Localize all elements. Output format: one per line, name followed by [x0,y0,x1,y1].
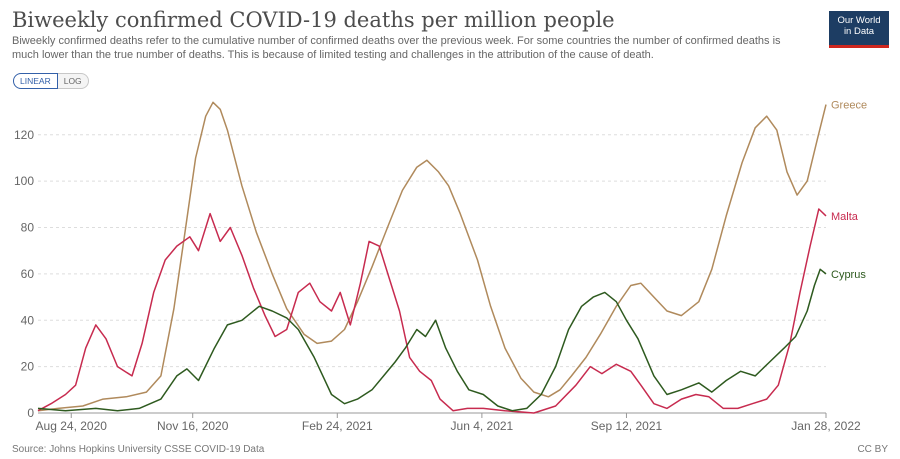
logo-line-1: Our World [837,15,881,26]
y-tick-label: 60 [21,267,35,281]
series-line-cyprus [37,268,827,412]
series-line-malta [37,208,827,414]
license-label[interactable]: CC BY [857,444,888,455]
series-label-greece: Greece [831,100,867,112]
x-tick-label: Nov 16, 2020 [157,419,229,433]
linear-scale-button[interactable]: LINEAR [13,73,58,89]
x-tick-label: Jun 4, 2021 [451,419,514,433]
x-tick-label: Feb 24, 2021 [302,419,373,433]
chart-subtitle: Biweekly confirmed deaths refer to the c… [12,35,781,61]
scale-toggle: LINEAR LOG [13,73,89,89]
logo-line-2: in Data [843,26,875,37]
chart-title: Biweekly confirmed COVID-19 deaths per m… [12,8,615,32]
y-tick-label: 100 [14,174,34,188]
series-line-greece [37,101,827,412]
y-tick-label: 80 [21,221,35,235]
x-tick-label: Aug 24, 2020 [36,419,108,433]
owid-logo[interactable]: Our World in Data [829,11,889,48]
series-label-malta: Malta [831,211,859,223]
log-scale-button[interactable]: LOG [57,73,89,89]
y-tick-label: 20 [21,360,35,374]
series-label-cyprus: Cyprus [831,269,866,281]
y-tick-label: 40 [21,313,35,327]
x-tick-label: Jan 28, 2022 [791,419,861,433]
y-tick-label: 120 [14,128,34,142]
y-tick-label: 0 [27,406,34,420]
x-tick-label: Sep 12, 2021 [591,419,663,433]
source-note[interactable]: Source: Johns Hopkins University CSSE CO… [12,444,265,455]
